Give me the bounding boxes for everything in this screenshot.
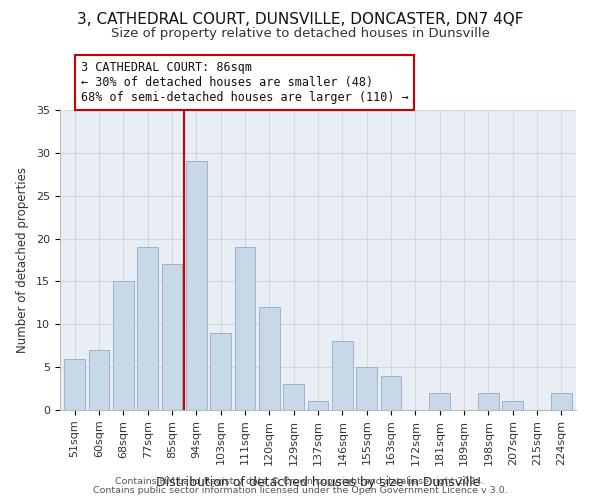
Bar — [64, 358, 85, 410]
Bar — [478, 393, 499, 410]
Text: 3, CATHEDRAL COURT, DUNSVILLE, DONCASTER, DN7 4QF: 3, CATHEDRAL COURT, DUNSVILLE, DONCASTER… — [77, 12, 523, 28]
Bar — [161, 264, 182, 410]
Bar — [259, 307, 280, 410]
Text: Contains HM Land Registry data © Crown copyright and database right 2024.: Contains HM Land Registry data © Crown c… — [115, 477, 485, 486]
Bar — [356, 367, 377, 410]
Text: Size of property relative to detached houses in Dunsville: Size of property relative to detached ho… — [110, 28, 490, 40]
Bar — [186, 162, 206, 410]
Bar — [210, 333, 231, 410]
Bar — [137, 247, 158, 410]
Bar — [283, 384, 304, 410]
Bar — [113, 282, 134, 410]
Bar — [380, 376, 401, 410]
X-axis label: Distribution of detached houses by size in Dunsville: Distribution of detached houses by size … — [156, 476, 480, 489]
Bar — [430, 393, 450, 410]
Text: 3 CATHEDRAL COURT: 86sqm
← 30% of detached houses are smaller (48)
68% of semi-d: 3 CATHEDRAL COURT: 86sqm ← 30% of detach… — [80, 61, 409, 104]
Text: Contains public sector information licensed under the Open Government Licence v : Contains public sector information licen… — [92, 486, 508, 495]
Y-axis label: Number of detached properties: Number of detached properties — [16, 167, 29, 353]
Bar — [89, 350, 109, 410]
Bar — [332, 342, 353, 410]
Bar — [551, 393, 572, 410]
Bar — [502, 402, 523, 410]
Bar — [308, 402, 328, 410]
Bar — [235, 247, 256, 410]
